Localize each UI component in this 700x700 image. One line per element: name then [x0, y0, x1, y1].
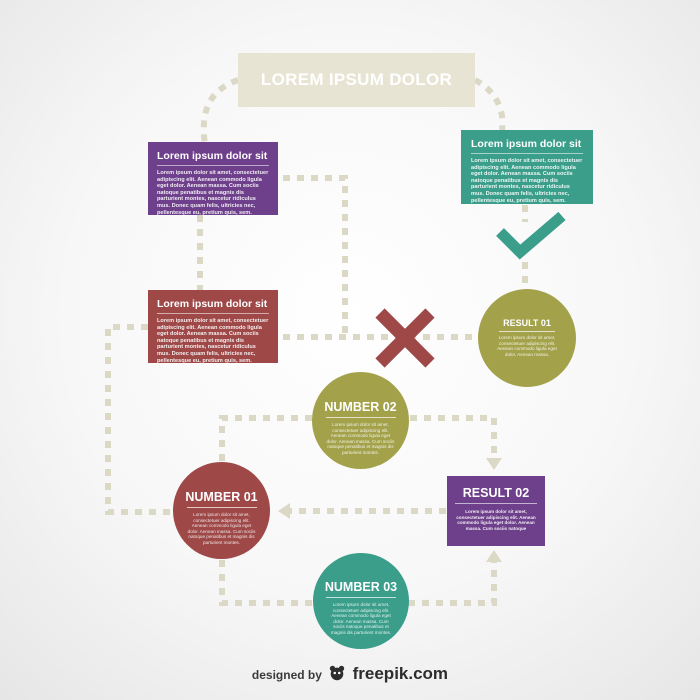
circle-number-02-body: Lorem ipsum dolor sit amet, consectetuer…	[326, 422, 395, 455]
circle-number-03-body: Lorem ipsum dolor sit amet, consectetuer…	[330, 602, 392, 635]
footer-credit: designed by freepik.com	[0, 664, 700, 684]
box-result-02: RESULT 02 Lorem ipsum dolor sit amet, co…	[447, 476, 545, 546]
box-result-02-title: RESULT 02	[455, 486, 537, 504]
connector-purple-center	[283, 175, 348, 335]
header-title: LOREM IPSUM DOLOR	[260, 70, 453, 89]
footer-brand: freepik.com	[352, 664, 449, 683]
circle-number-01: NUMBER 01 Lorem ipsum dolor sit amet, co…	[173, 462, 270, 559]
circle-result-01: RESULT 01 Lorem ipsum dolor sit amet, co…	[478, 289, 576, 387]
connector-number1-number3	[219, 560, 313, 606]
connector-header-left	[200, 77, 240, 146]
circle-number-01-body: Lorem ipsum dolor sit amet, consectetuer…	[187, 512, 256, 545]
box-purple-top: Lorem ipsum dolor sit Lorem ipsum dolor …	[148, 142, 278, 216]
box-result-02-body: Lorem ipsum dolor sit amet, consectetuer…	[456, 509, 536, 531]
header-banner: LOREM IPSUM DOLOR	[238, 53, 475, 107]
connector-number2-result2	[410, 415, 497, 458]
connector-number2-number1	[219, 415, 312, 462]
box-teal-top: Lorem ipsum dolor sit Lorem ipsum dolor …	[461, 130, 593, 204]
circle-number-03-title: NUMBER 03	[324, 580, 398, 594]
box-purple-top-body: Lorem ipsum dolor sit amet, consectetuer…	[157, 170, 269, 216]
footer-prefix: designed by	[251, 668, 322, 682]
circle-number-02-title: NUMBER 02	[324, 400, 397, 414]
freepik-logo-icon	[330, 665, 345, 681]
circle-result-01-title: RESULT 01	[503, 318, 551, 328]
box-red-mid: Lorem ipsum dolor sit Lorem ipsum dolor …	[148, 290, 278, 364]
box-purple-top-title: Lorem ipsum dolor sit	[157, 150, 269, 166]
box-red-mid-title: Lorem ipsum dolor sit	[157, 298, 269, 314]
box-teal-top-title: Lorem ipsum dolor sit	[471, 138, 583, 154]
arrow-up-result2	[486, 550, 502, 562]
circle-number-02: NUMBER 02 Lorem ipsum dolor sit amet, co…	[312, 372, 409, 469]
box-red-mid-body: Lorem ipsum dolor sit amet, consectetuer…	[157, 318, 269, 364]
arrow-down-result2	[486, 458, 502, 470]
connector-number3-result2	[408, 562, 497, 606]
circle-number-01-title: NUMBER 01	[185, 490, 258, 504]
connector-red-number1	[105, 324, 172, 515]
arrow-left-number1	[278, 503, 290, 519]
connector-header-right	[473, 77, 506, 131]
circle-number-03: NUMBER 03 Lorem ipsum dolor sit amet, co…	[313, 553, 409, 649]
circle-result-01-body: Lorem ipsum dolor sit amet, consectetuer…	[497, 335, 557, 357]
box-teal-top-body: Lorem ipsum dolor sit amet, consectetuer…	[471, 158, 583, 204]
check-icon	[496, 211, 566, 260]
cross-icon	[375, 308, 435, 368]
